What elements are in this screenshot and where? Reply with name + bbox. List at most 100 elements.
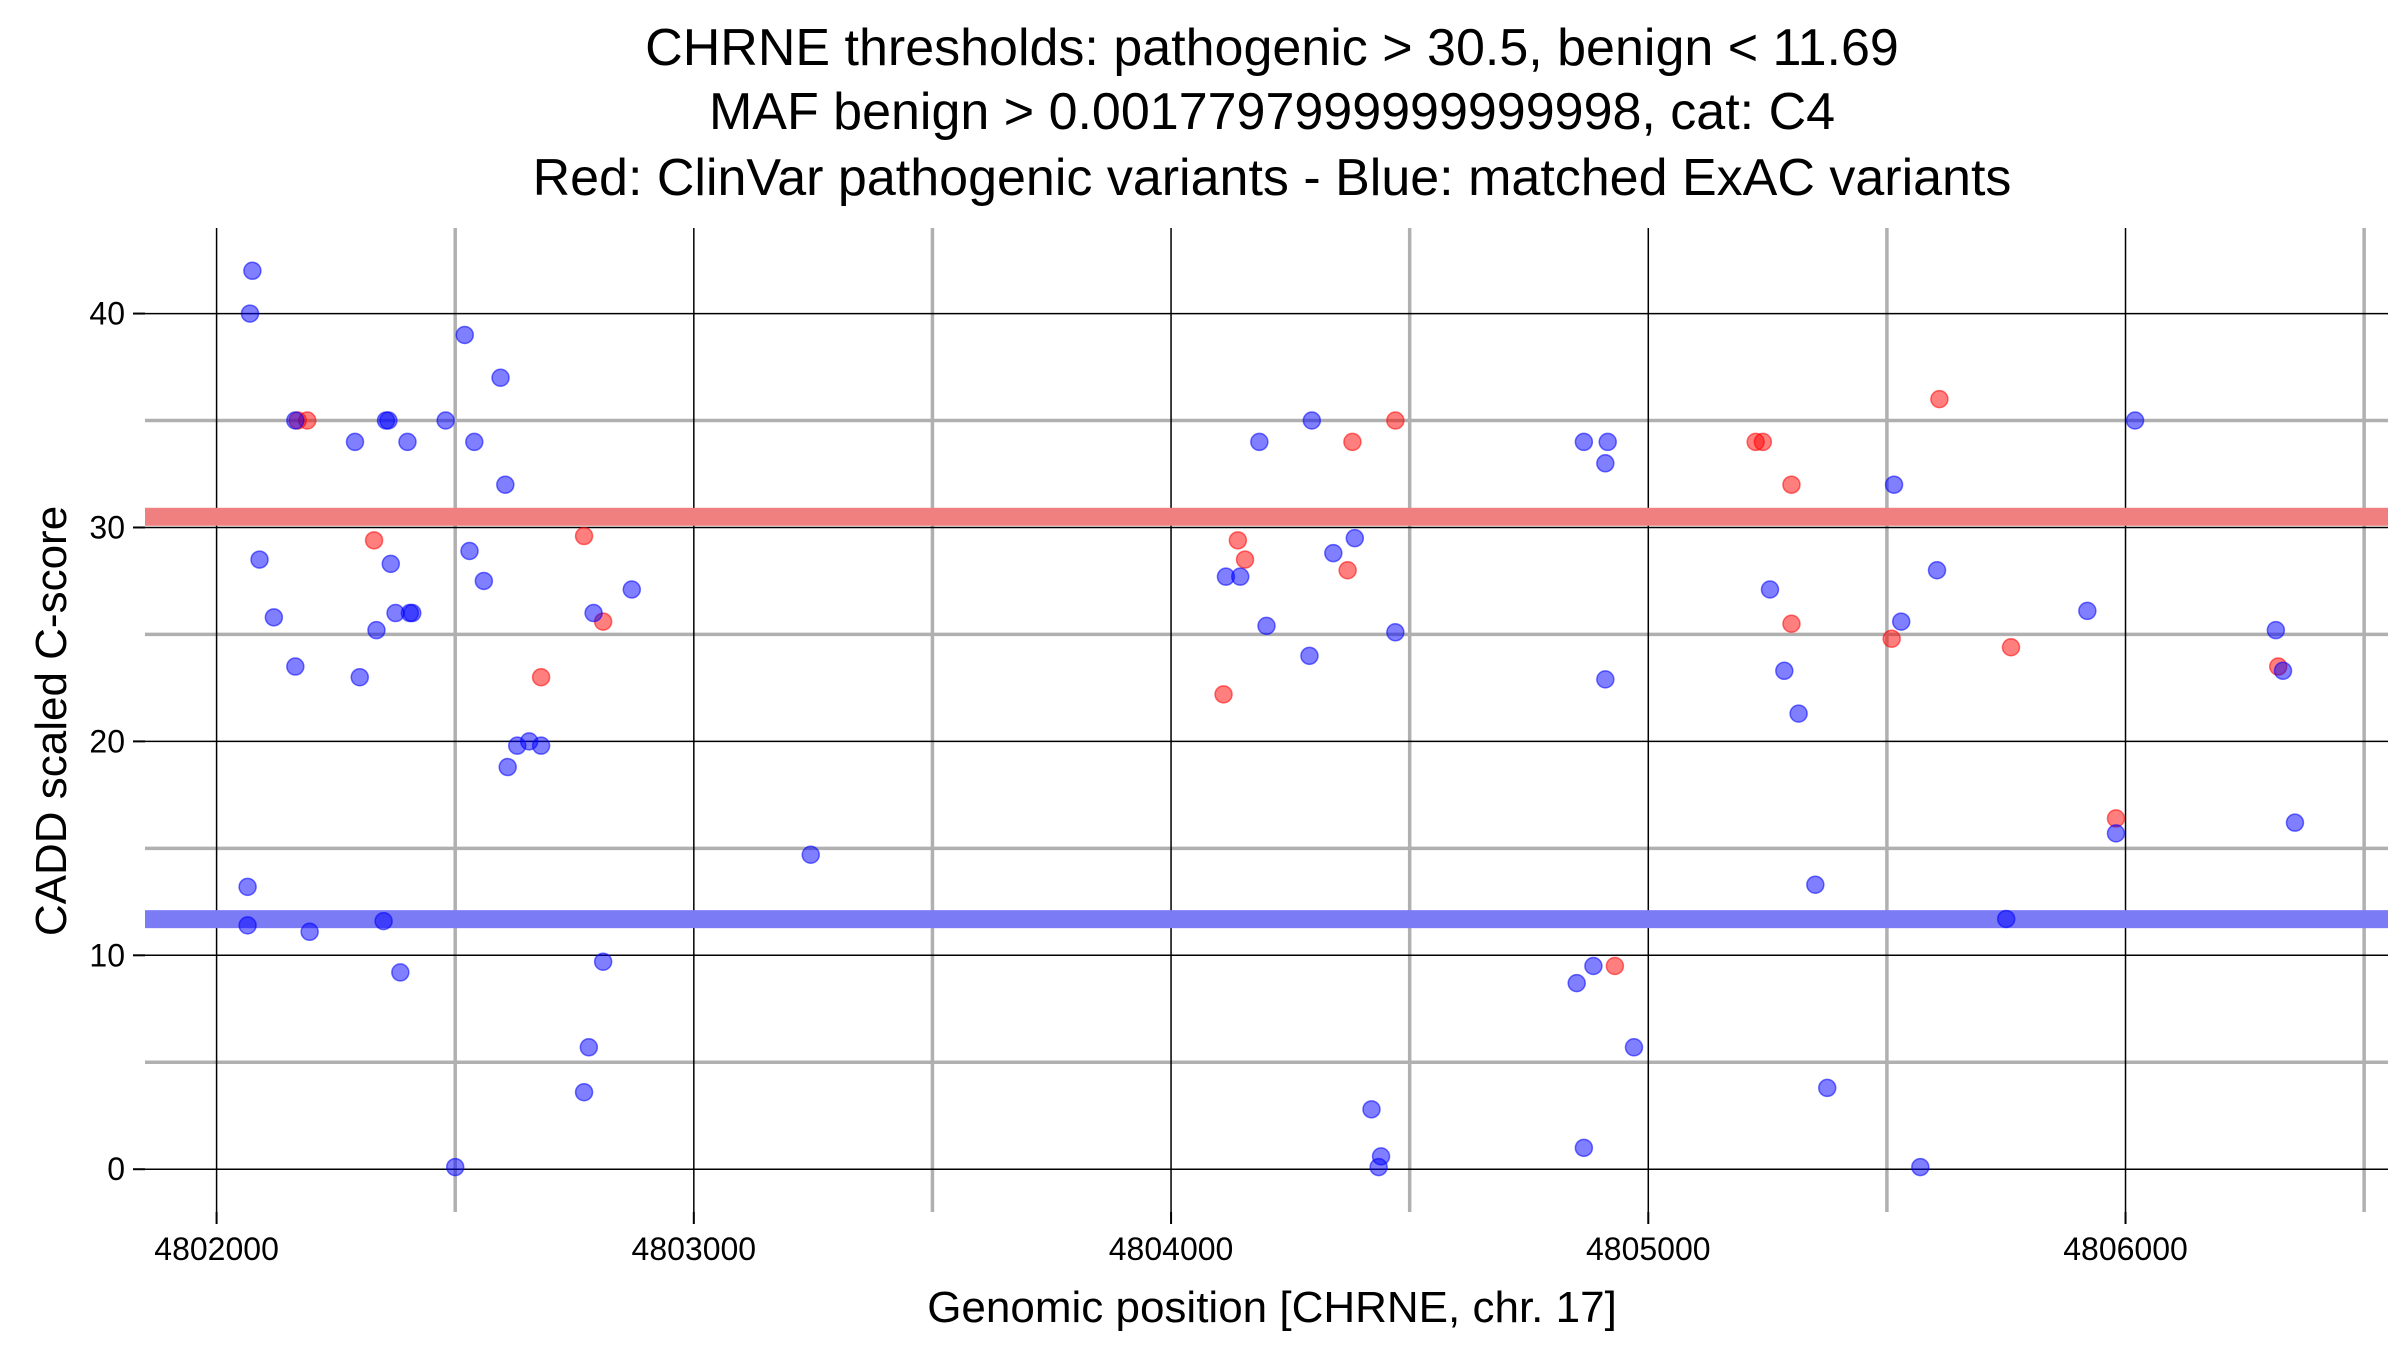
- data-point-series-1: [238, 877, 257, 897]
- data-point-series-1: [622, 580, 642, 599]
- data-point-series-1: [398, 432, 417, 452]
- data-point-series-0: [1343, 432, 1362, 452]
- data-point-series-0: [1782, 475, 1801, 494]
- data-point-series-1: [1324, 543, 1343, 563]
- title-line-1: CHRNE thresholds: pathogenic > 30.5, ben…: [645, 19, 1899, 77]
- data-point-series-1: [391, 963, 410, 982]
- data-point-series-0: [1214, 685, 1233, 704]
- data-point-series-1: [1369, 1157, 1388, 1177]
- x-tick-label: 4806000: [2063, 1231, 2188, 1267]
- data-point-series-1: [593, 952, 613, 971]
- x-tick-label: 4804000: [1109, 1231, 1234, 1267]
- data-point-series-1: [1789, 704, 1808, 723]
- threshold-line-pathogenic: [145, 507, 2388, 526]
- data-point-series-1: [1806, 875, 1825, 894]
- data-point-series-1: [1345, 528, 1365, 548]
- data-point-series-1: [2273, 661, 2293, 681]
- y-tick-label: 0: [107, 1151, 125, 1187]
- data-point-series-1: [1584, 956, 1603, 976]
- title-line-2: MAF benign > 0.0017797999999999998, cat:…: [709, 83, 1835, 141]
- data-point-series-1: [1818, 1078, 1837, 1098]
- data-point-series-1: [498, 757, 517, 777]
- data-point-series-1: [403, 603, 422, 623]
- data-point-series-0: [1235, 550, 1255, 569]
- data-point-series-1: [1250, 432, 1269, 452]
- data-point-series-1: [1996, 909, 2016, 929]
- y-tick-label: 20: [89, 723, 125, 759]
- data-point-series-0: [574, 526, 594, 546]
- data-point-series-1: [2106, 824, 2126, 843]
- data-point-series-1: [436, 411, 455, 430]
- data-point-series-1: [264, 608, 284, 627]
- data-point-series-0: [1386, 411, 1405, 430]
- data-point-series-1: [1624, 1038, 1644, 1057]
- x-tick-label: 4802000: [154, 1231, 279, 1267]
- data-point-series-1: [579, 1038, 599, 1057]
- data-point-series-1: [286, 657, 305, 676]
- data-point-series-1: [801, 845, 820, 865]
- threshold-line-benign: [145, 910, 2388, 929]
- data-point-series-1: [300, 922, 319, 942]
- data-point-series-1: [374, 911, 393, 931]
- y-axis: 0 10 20 30 40: [89, 296, 145, 1187]
- data-point-series-1: [381, 554, 401, 574]
- data-point-series-1: [496, 475, 515, 494]
- data-point-series-1: [243, 261, 262, 281]
- x-tick-label: 4805000: [1586, 1231, 1711, 1267]
- data-point-series-1: [1911, 1157, 1930, 1177]
- data-point-series-1: [1596, 454, 1615, 473]
- data-point-series-1: [2078, 601, 2097, 621]
- data-point-series-0: [364, 531, 384, 550]
- data-point-series-1: [1760, 580, 1780, 599]
- data-point-series-1: [445, 1157, 465, 1177]
- data-point-series-1: [1891, 612, 1911, 631]
- data-point-series-1: [379, 411, 398, 430]
- data-point-series-1: [1596, 670, 1615, 689]
- data-point-series-1: [238, 916, 257, 935]
- data-point-series-1: [1927, 561, 1947, 580]
- data-point-series-1: [1386, 623, 1405, 642]
- data-point-series-1: [584, 603, 603, 623]
- data-point-series-1: [1598, 432, 1617, 452]
- data-point-series-1: [460, 541, 479, 561]
- data-point-series-1: [1231, 567, 1250, 586]
- data-point-series-1: [1300, 646, 1319, 666]
- y-tick-label: 10: [89, 937, 125, 973]
- data-point-series-1: [455, 325, 474, 345]
- data-point-series-0: [1782, 614, 1801, 633]
- data-point-series-1: [1574, 432, 1594, 452]
- data-point-series-1: [286, 411, 305, 430]
- data-point-series-1: [1362, 1100, 1381, 1119]
- x-tick-label: 4803000: [632, 1231, 757, 1267]
- data-point-series-0: [1605, 956, 1625, 976]
- data-point-series-1: [1775, 661, 1794, 681]
- data-point-series-1: [474, 571, 494, 591]
- data-point-series-0: [1228, 531, 1248, 550]
- y-tick-label: 40: [89, 296, 125, 332]
- data-point-series-1: [1302, 411, 1322, 430]
- data-point-series-1: [1567, 973, 1586, 993]
- data-point-series-0: [531, 667, 551, 687]
- data-point-series-0: [1882, 629, 1901, 648]
- data-point-series-1: [531, 736, 551, 755]
- chart-title: CHRNE thresholds: pathogenic > 30.5, ben…: [533, 19, 2012, 207]
- data-point-series-1: [574, 1082, 594, 1102]
- y-tick-label: 30: [89, 509, 125, 545]
- data-point-series-0: [1930, 389, 1949, 409]
- data-point-series-1: [1574, 1138, 1594, 1158]
- data-point-series-0: [1338, 561, 1357, 580]
- title-line-3: Red: ClinVar pathogenic variants - Blue:…: [533, 149, 2012, 207]
- data-point-series-1: [345, 432, 365, 452]
- data-point-series-1: [2125, 411, 2145, 430]
- data-point-series-1: [250, 550, 269, 569]
- data-point-series-1: [2285, 813, 2305, 832]
- x-axis-title: Genomic position [CHRNE, chr. 17]: [927, 1283, 1617, 1332]
- threshold-lines: [145, 507, 2388, 929]
- minor-gridlines: [145, 228, 2388, 1212]
- data-point-series-0: [1753, 432, 1773, 452]
- data-point-series-1: [1884, 475, 1904, 494]
- data-point-series-1: [240, 304, 260, 323]
- data-point-series-1: [1257, 616, 1276, 636]
